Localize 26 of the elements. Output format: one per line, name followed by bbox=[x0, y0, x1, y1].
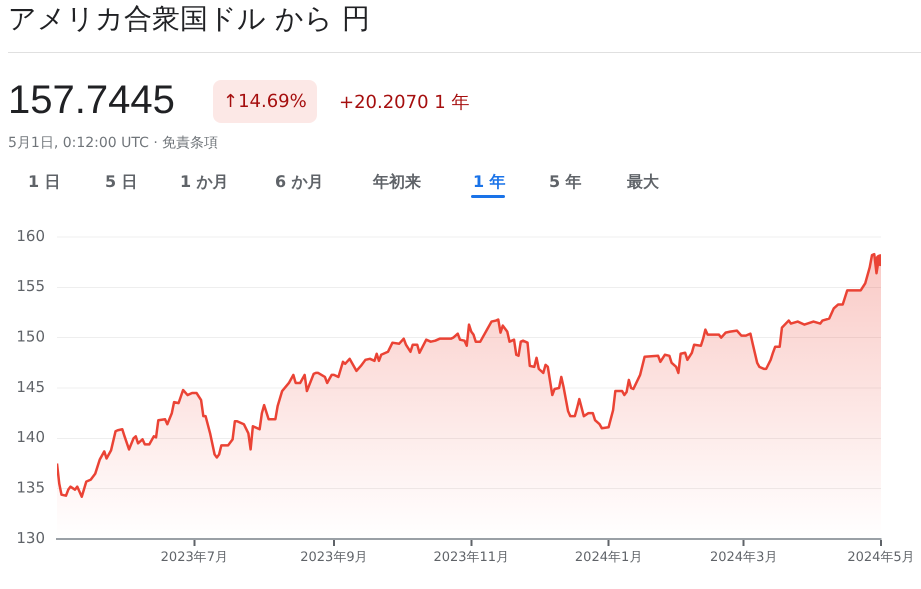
chart-title: アメリカ合衆国ドル から 円 bbox=[8, 1, 370, 37]
text: 1 か月 bbox=[180, 172, 229, 193]
y-tick-label: 140 bbox=[16, 428, 45, 446]
text: +20.2070 1 年 bbox=[339, 91, 470, 114]
x-tick-label: 2024年3月 bbox=[710, 550, 778, 566]
y-tick-label: 135 bbox=[16, 478, 45, 497]
text: 年初来 bbox=[373, 172, 421, 193]
text: 5 年 bbox=[549, 172, 582, 193]
text: 5 日 bbox=[105, 172, 138, 193]
y-tick-label: 130 bbox=[16, 528, 45, 547]
x-tick-label: 2024年1月 bbox=[574, 550, 642, 566]
x-tick-label: 2023年11月 bbox=[433, 550, 510, 566]
text: 最大 bbox=[627, 172, 659, 193]
text: ↑14.69% bbox=[213, 80, 317, 123]
y-tick-label: 145 bbox=[16, 378, 45, 396]
y-tick-label: 160 bbox=[16, 226, 45, 245]
x-tick-label: 2024年5月 bbox=[847, 550, 915, 566]
x-tick-label: 2023年7月 bbox=[160, 550, 228, 566]
x-tick-label: 2023年9月 bbox=[300, 550, 368, 566]
text: 5月1日, 0:12:00 UTC · 免責条項 bbox=[8, 134, 218, 152]
text: 1 年 bbox=[473, 172, 506, 193]
y-tick-label: 155 bbox=[16, 277, 45, 296]
text: 6 か月 bbox=[275, 172, 324, 193]
text: 1 日 bbox=[28, 172, 61, 193]
y-tick-label: 150 bbox=[16, 328, 45, 346]
text: 157.7445 bbox=[8, 78, 175, 123]
